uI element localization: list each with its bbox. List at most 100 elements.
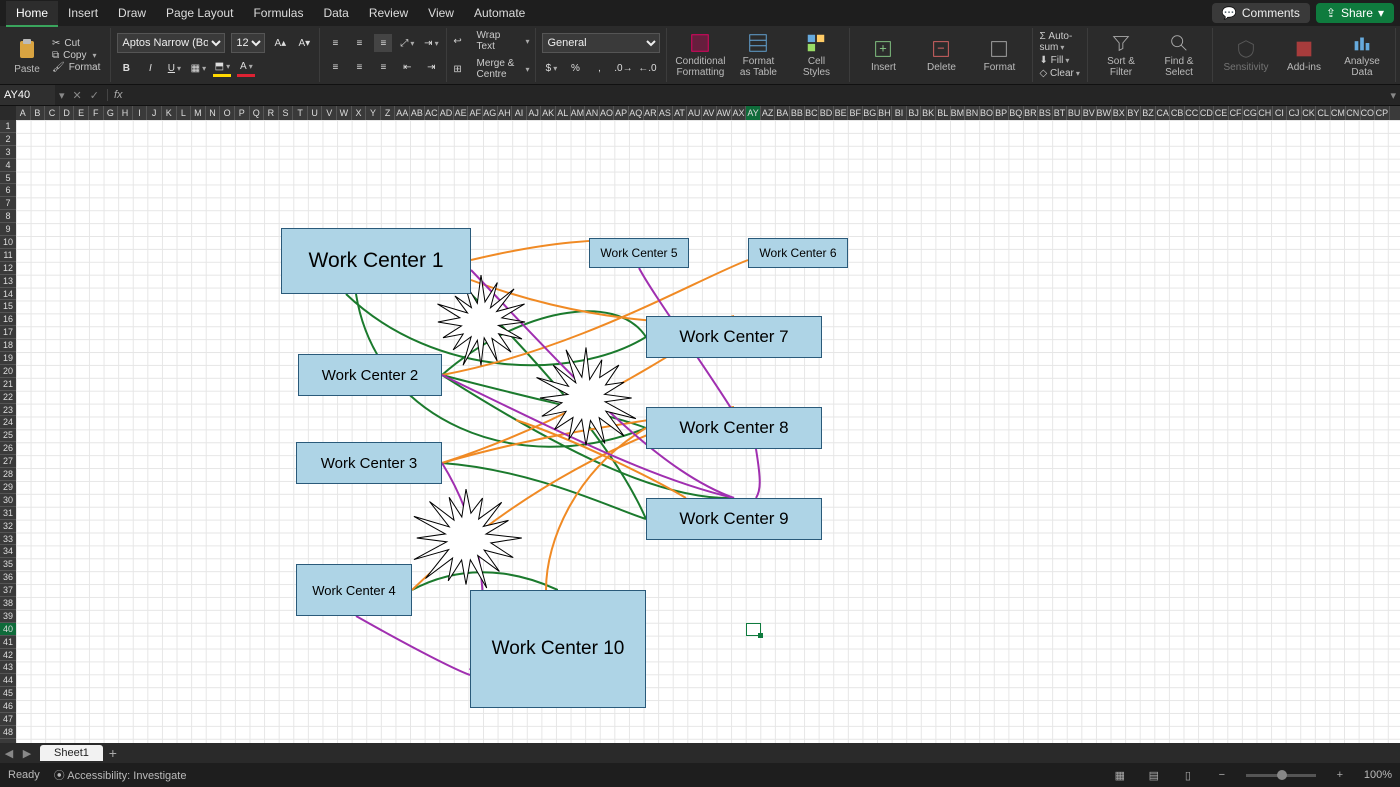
fill-button[interactable]: ⬇ Fill [1039, 55, 1081, 66]
row-header[interactable]: 22 [0, 391, 16, 404]
col-header[interactable]: CN [1346, 106, 1361, 120]
col-header[interactable]: O [220, 106, 235, 120]
column-headers[interactable]: ABCDEFGHIJKLMNOPQRSTUVWXYZAAABACADAEAFAG… [16, 106, 1400, 120]
col-header[interactable]: BR [1024, 106, 1039, 120]
col-header[interactable]: U [308, 106, 323, 120]
view-pagebreak-icon[interactable]: ▯ [1178, 767, 1198, 783]
fill-color-icon[interactable]: ⬒ [213, 59, 231, 77]
col-header[interactable]: CP [1375, 106, 1390, 120]
col-header[interactable]: CK [1302, 106, 1317, 120]
col-header[interactable]: R [264, 106, 279, 120]
cut-button[interactable]: ✂Cut [52, 38, 100, 49]
share-button[interactable]: ⇪ Share ▾ [1316, 3, 1394, 23]
formula-input[interactable] [129, 85, 1387, 105]
col-header[interactable]: Y [366, 106, 381, 120]
col-header[interactable]: BC [805, 106, 820, 120]
menu-tab-data[interactable]: Data [313, 1, 358, 25]
menu-tab-page-layout[interactable]: Page Layout [156, 1, 243, 25]
diagram-node-wc3[interactable]: Work Center 3 [296, 442, 442, 484]
cell-styles-button[interactable]: Cell Styles [789, 32, 843, 78]
row-header[interactable]: 34 [0, 545, 16, 558]
col-header[interactable]: AL [556, 106, 571, 120]
row-header[interactable]: 17 [0, 326, 16, 339]
col-header[interactable]: P [235, 106, 250, 120]
row-header[interactable]: 26 [0, 442, 16, 455]
diagram-node-wc7[interactable]: Work Center 7 [646, 316, 822, 358]
col-header[interactable]: L [177, 106, 192, 120]
col-header[interactable]: AA [395, 106, 410, 120]
row-header[interactable]: 29 [0, 481, 16, 494]
align-bottom-icon[interactable]: ≡ [374, 34, 392, 52]
zoom-out-icon[interactable]: − [1212, 767, 1232, 783]
col-header[interactable]: CC [1185, 106, 1200, 120]
col-header[interactable]: BQ [1009, 106, 1024, 120]
row-header[interactable]: 24 [0, 416, 16, 429]
col-header[interactable]: B [31, 106, 46, 120]
col-header[interactable]: J [147, 106, 162, 120]
diagram-node-wc1[interactable]: Work Center 1 [281, 228, 471, 294]
autosum-button[interactable]: Σ Auto-sum [1039, 31, 1081, 53]
col-header[interactable]: I [133, 106, 148, 120]
diagram-node-wc9[interactable]: Work Center 9 [646, 498, 822, 540]
col-header[interactable]: BP [994, 106, 1009, 120]
col-header[interactable]: CE [1214, 106, 1229, 120]
currency-icon[interactable]: $ [542, 59, 560, 77]
col-header[interactable]: AR [644, 106, 659, 120]
diagram-node-wc10[interactable]: Work Center 10 [470, 590, 646, 708]
diagram-node-wc6[interactable]: Work Center 6 [748, 238, 848, 268]
col-header[interactable]: AI [512, 106, 527, 120]
col-header[interactable]: AV [702, 106, 717, 120]
row-header[interactable]: 36 [0, 571, 16, 584]
col-header[interactable]: AZ [761, 106, 776, 120]
row-header[interactable]: 2 [0, 133, 16, 146]
col-header[interactable]: BT [1053, 106, 1068, 120]
menu-tab-automate[interactable]: Automate [464, 1, 535, 25]
row-header[interactable]: 14 [0, 288, 16, 301]
merge-centre-button[interactable]: ⊞ Merge & Centre [453, 58, 529, 80]
col-header[interactable]: AS [658, 106, 673, 120]
col-header[interactable]: BE [834, 106, 849, 120]
analyse-data-button[interactable]: Analyse Data [1335, 32, 1389, 78]
align-right-icon[interactable]: ≡ [374, 58, 392, 76]
format-cells-button[interactable]: Format [972, 38, 1026, 73]
col-header[interactable]: AP [614, 106, 629, 120]
italic-icon[interactable]: I [141, 59, 159, 77]
col-header[interactable]: AN [585, 106, 600, 120]
row-header[interactable]: 5 [0, 172, 16, 185]
col-header[interactable]: AG [483, 106, 498, 120]
paste-icon[interactable] [14, 36, 40, 62]
font-size-select[interactable]: 12 [231, 33, 265, 53]
col-header[interactable]: BU [1067, 106, 1082, 120]
col-header[interactable]: BX [1112, 106, 1127, 120]
row-header[interactable]: 27 [0, 455, 16, 468]
row-header[interactable]: 41 [0, 636, 16, 649]
row-header[interactable]: 33 [0, 533, 16, 546]
col-header[interactable]: AT [673, 106, 688, 120]
increase-font-icon[interactable]: A▴ [271, 34, 289, 52]
col-header[interactable]: BL [936, 106, 951, 120]
row-header[interactable]: 18 [0, 339, 16, 352]
percent-icon[interactable]: % [566, 59, 584, 77]
row-header[interactable]: 46 [0, 700, 16, 713]
tab-prev-icon[interactable]: ◀ [0, 747, 18, 760]
col-header[interactable]: AF [468, 106, 483, 120]
diagram-node-wc5[interactable]: Work Center 5 [589, 238, 689, 268]
col-header[interactable]: M [191, 106, 206, 120]
col-header[interactable]: CL [1316, 106, 1331, 120]
col-header[interactable]: K [162, 106, 177, 120]
col-header[interactable]: BJ [907, 106, 922, 120]
col-header[interactable]: AY [746, 106, 761, 120]
col-header[interactable]: A [16, 106, 31, 120]
col-header[interactable]: AK [541, 106, 556, 120]
col-header[interactable]: BN [965, 106, 980, 120]
view-normal-icon[interactable]: ▦ [1110, 767, 1130, 783]
col-header[interactable]: BB [790, 106, 805, 120]
col-header[interactable]: CI [1273, 106, 1288, 120]
col-header[interactable]: AQ [629, 106, 644, 120]
row-header[interactable]: 16 [0, 313, 16, 326]
row-header[interactable]: 3 [0, 146, 16, 159]
col-header[interactable]: BA [775, 106, 790, 120]
border-icon[interactable]: ▦ [189, 59, 207, 77]
indent-icon[interactable]: ⇥ [422, 34, 440, 52]
row-header[interactable]: 23 [0, 404, 16, 417]
